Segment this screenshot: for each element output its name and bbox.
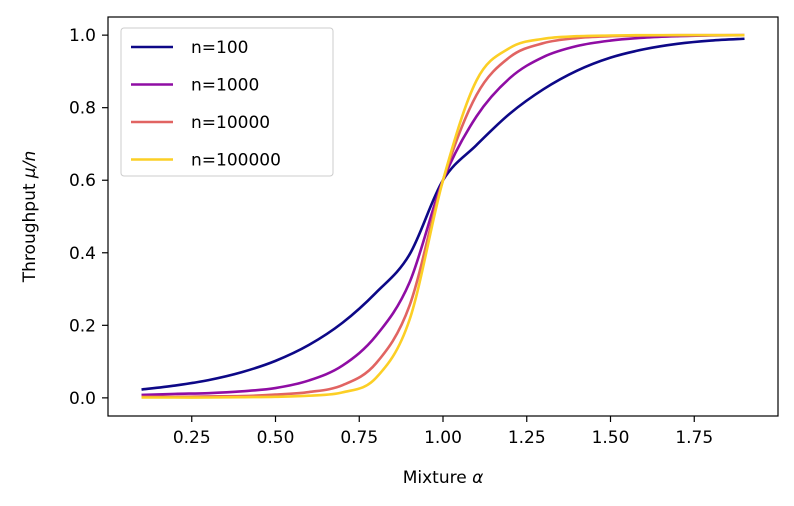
legend-label: n=1000 [191,76,259,96]
x-axis-title-text: Mixture [403,468,467,488]
legend-label: n=100000 [191,151,281,171]
legend-label: n=100 [191,38,248,58]
y-tick-label: 0.8 [69,99,96,119]
y-axis-title-symbol: μ/n [20,151,40,179]
y-tick-label: 0.2 [69,316,96,336]
x-tick-label: 1.50 [592,428,630,448]
x-axis-title-symbol: α [472,468,483,488]
x-tick-label: 1.75 [675,428,713,448]
y-tick-label: 0.0 [69,389,96,409]
legend: n=100 n=1000 n=10000 n=100000 [120,27,334,177]
legend-box [120,27,334,177]
x-tick-label: 1.25 [508,428,546,448]
x-tick-label: 0.25 [173,428,211,448]
x-tick-label: 0.50 [257,428,295,448]
y-axis-title: Throughput μ/n [20,151,40,283]
x-axis-title: Mixture α [403,468,484,488]
series-layer [141,33,745,399]
legend-label: n=10000 [191,113,270,133]
y-axis-title-text: Throughput [20,183,40,283]
y-tick-label: 0.4 [69,244,96,264]
y-tick-label: 0.6 [69,171,96,191]
series-line-n-100000 [141,33,745,399]
axes: 0.25 0.50 0.75 1.00 1.25 1.50 1.75 0.0 0.2 0.4 0.6… [69,16,779,448]
x-tick-label: 1.00 [424,428,462,448]
y-tick-label: 1.0 [69,26,96,46]
x-tick-label: 0.75 [340,428,378,448]
